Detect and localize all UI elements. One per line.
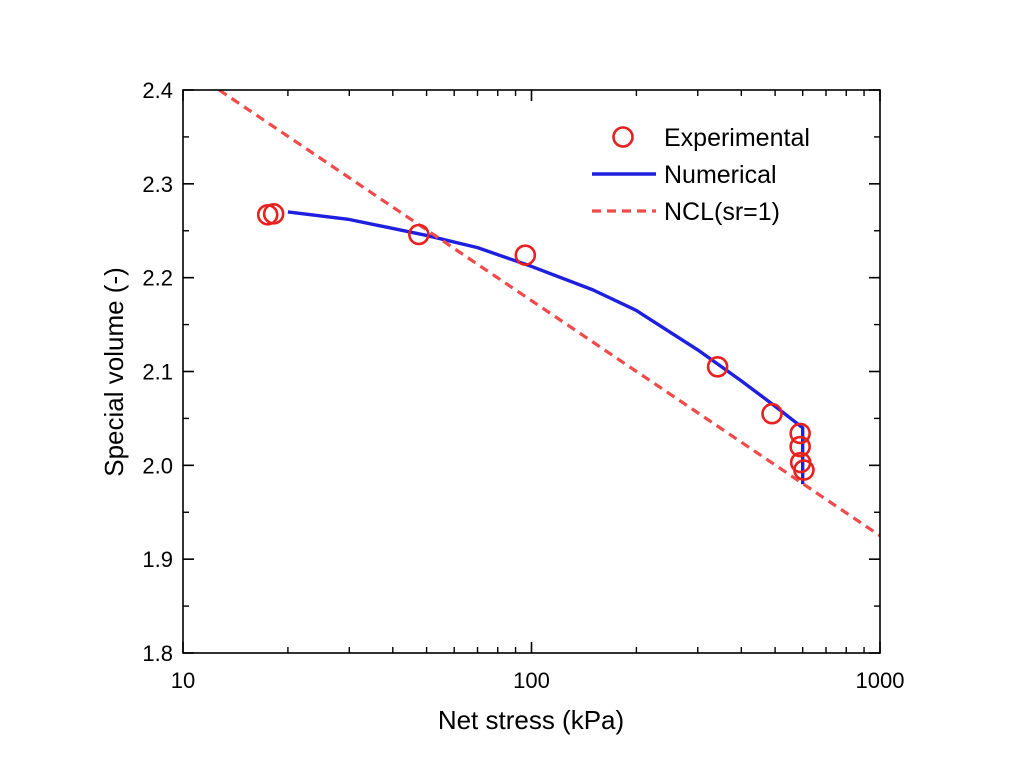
series-layer	[218, 90, 880, 538]
x-tick-label: 1000	[856, 668, 905, 693]
experimental-point	[761, 402, 783, 425]
y-tick-label: 2.3	[142, 172, 173, 197]
legend-marker-experimental	[612, 126, 634, 148]
y-tick-label: 2.4	[142, 78, 173, 103]
x-tick-label: 100	[513, 668, 550, 693]
experimental-point	[262, 203, 285, 225]
experimental-point	[514, 244, 537, 266]
experimental-point	[408, 223, 430, 246]
ncl-line	[218, 90, 880, 538]
legend-label: Experimental	[664, 124, 810, 152]
legend-label: NCL(sr=1)	[664, 198, 780, 226]
legend: Experimental Numerical NCL(sr=1)	[592, 124, 810, 226]
x-axis-title: Net stress (kPa)	[438, 705, 624, 735]
y-axis-title: Special volume (-)	[99, 267, 129, 477]
experimental-point	[706, 356, 729, 378]
y-tick-label: 2.0	[142, 453, 173, 478]
experimental-point	[793, 459, 815, 481]
y-tick-label: 2.1	[142, 360, 173, 385]
experimental-point	[789, 435, 811, 458]
legend-label: Numerical	[664, 161, 777, 189]
x-tick-label: 10	[171, 668, 195, 693]
experimental-point	[789, 422, 811, 445]
y-tick-label: 1.8	[142, 641, 173, 666]
ticks-layer: 10 100 1000 1.8 1.9 2.0 2.1 2.2 2.3 2.4	[142, 78, 904, 693]
plot-area	[183, 90, 880, 653]
y-tick-label: 1.9	[142, 547, 173, 572]
y-tick-label: 2.2	[142, 266, 173, 291]
